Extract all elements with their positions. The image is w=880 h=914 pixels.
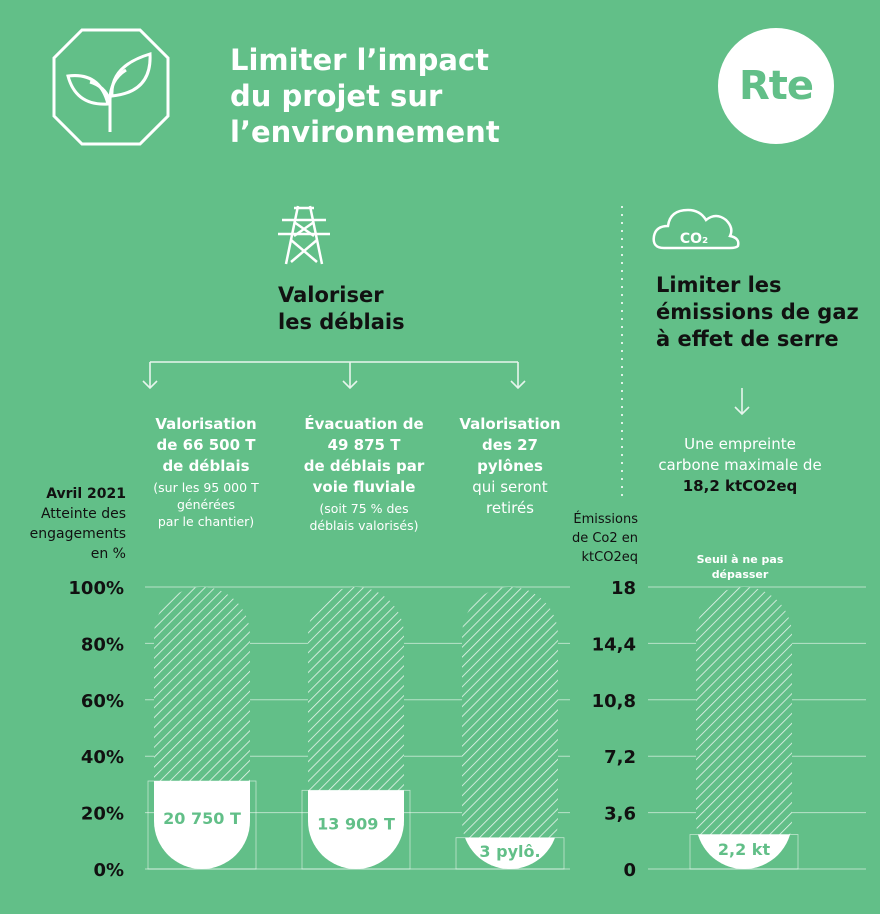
column-desc-3: Valorisation des 27 pylônes qui seront r… <box>459 415 561 517</box>
tick-label-right: 14,4 <box>592 634 636 655</box>
bar-1 <box>154 781 250 869</box>
carbon-footprint-desc: Une empreinte carbone maximale de 18,2 k… <box>658 435 822 495</box>
bar-3-target <box>462 587 558 869</box>
bar-2-frame <box>301 789 411 870</box>
tick-label-left: 0% <box>93 860 124 881</box>
tick-label-left: 60% <box>81 691 124 712</box>
bar-co2-target <box>696 587 792 869</box>
bar-2-label: 13 909 T <box>317 814 395 833</box>
tick-label-right: 10,8 <box>592 691 636 712</box>
bar-3-frame <box>455 837 565 870</box>
tick-label-left: 40% <box>81 747 124 768</box>
tick-label-left: 20% <box>81 804 124 825</box>
bar-1-label: 20 750 T <box>163 809 241 828</box>
threshold-label: Seuil à ne pas dépasser <box>696 553 784 581</box>
left-axis-caption: Avril 2021 Atteinte des engagements en % <box>29 486 126 562</box>
tick-label-left: 80% <box>81 634 124 655</box>
rte-logo: Rte <box>718 28 834 144</box>
right-axis-caption: Émissions de Co2 en ktCO2eq <box>571 512 638 565</box>
bar-co2-label: 2,2 kt <box>718 840 771 859</box>
tick-label-right: 7,2 <box>604 747 636 768</box>
tick-label-right: 18 <box>611 578 636 599</box>
tick-label-left: 100% <box>68 578 124 599</box>
bar-2 <box>308 790 404 869</box>
column-desc-2: Évacuation de 49 875 T de déblais par vo… <box>303 415 425 533</box>
page-title: Limiter l’impact du projet sur l’environ… <box>230 43 500 149</box>
right-section-heading: Limiter les émissions de gaz à effet de … <box>656 273 859 351</box>
tick-label-right: 3,6 <box>604 804 636 825</box>
tick-label-right: 0 <box>623 860 636 881</box>
bar-1-frame <box>147 780 257 870</box>
column-desc-1: Valorisation de 66 500 T de déblais (sur… <box>153 415 259 529</box>
bar-3-label: 3 pylô. <box>479 842 540 861</box>
left-section-heading: Valoriser les déblais <box>278 283 405 334</box>
bar-co2-frame <box>689 834 799 870</box>
